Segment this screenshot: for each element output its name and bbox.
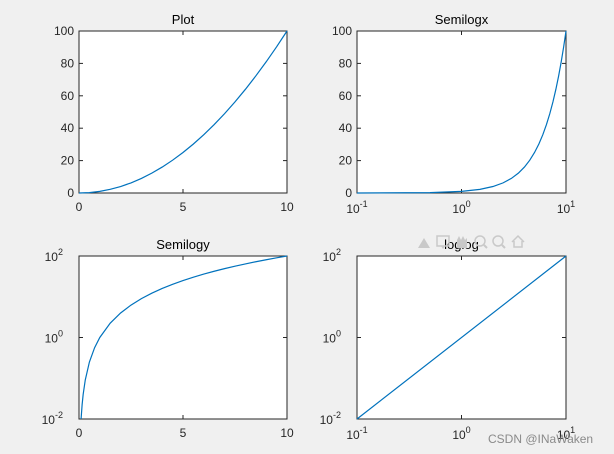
y-tick-label: 100 bbox=[332, 24, 352, 38]
x-tick-label: 10 bbox=[280, 200, 294, 214]
x-tick-label: 100 bbox=[452, 199, 470, 216]
zoom-in-icon[interactable] bbox=[474, 235, 488, 249]
y-tick-label: 10-2 bbox=[320, 410, 341, 427]
y-tick-label: 20 bbox=[61, 154, 75, 168]
pan-icon[interactable] bbox=[457, 236, 467, 248]
chart-title: Semilogx bbox=[435, 12, 489, 27]
x-tick-label: 101 bbox=[557, 425, 575, 442]
y-tick-label: 0 bbox=[67, 186, 74, 200]
axes-area bbox=[356, 30, 567, 194]
axes-area bbox=[78, 30, 288, 194]
y-tick-label: 100 bbox=[45, 329, 63, 346]
y-tick-label: 102 bbox=[45, 247, 63, 264]
y-tick-label: 40 bbox=[61, 121, 75, 135]
y-tick-label: 60 bbox=[339, 89, 353, 103]
subplot-semilogx: Semilogx 10-1 100 101 0 20 40 60 80 100 bbox=[332, 12, 575, 216]
chart-title: Plot bbox=[172, 12, 195, 27]
y-tick-label: 10-2 bbox=[42, 410, 63, 427]
y-tick-label: 80 bbox=[61, 56, 75, 70]
brush-icon[interactable] bbox=[418, 238, 430, 248]
axes-toolbar[interactable] bbox=[418, 234, 525, 249]
y-tick-label: 60 bbox=[61, 89, 75, 103]
y-tick-label: 20 bbox=[339, 154, 353, 168]
x-tick-label: 5 bbox=[180, 426, 187, 440]
y-tick-label: 100 bbox=[323, 329, 341, 346]
chart-title: Semilogy bbox=[156, 237, 210, 252]
x-tick-label: 0 bbox=[76, 200, 83, 214]
y-tick-label: 80 bbox=[339, 56, 353, 70]
subplot-semilogy: Semilogy 0 5 10 10-2 100 102 bbox=[42, 237, 294, 440]
axes-area bbox=[78, 255, 288, 420]
x-tick-label: 5 bbox=[180, 200, 187, 214]
watermark-text: CSDN @INaWaken bbox=[488, 432, 593, 446]
zoom-out-icon[interactable] bbox=[492, 235, 506, 249]
x-tick-label: 10-1 bbox=[346, 199, 367, 216]
y-tick-label: 40 bbox=[339, 121, 353, 135]
x-tick-label: 101 bbox=[557, 199, 575, 216]
series-line bbox=[356, 255, 567, 420]
y-tick-label: 102 bbox=[323, 247, 341, 264]
data-tips-icon[interactable] bbox=[436, 235, 450, 249]
series-line bbox=[80, 255, 288, 420]
x-tick-label: 10-1 bbox=[346, 425, 367, 442]
x-tick-label: 10 bbox=[280, 426, 294, 440]
series-line bbox=[78, 30, 288, 194]
x-tick-label: 0 bbox=[76, 426, 83, 440]
series-line bbox=[356, 30, 567, 194]
y-tick-label: 100 bbox=[54, 24, 74, 38]
home-icon[interactable] bbox=[511, 234, 525, 248]
y-tick-label: 0 bbox=[345, 186, 352, 200]
x-tick-label: 100 bbox=[452, 425, 470, 442]
